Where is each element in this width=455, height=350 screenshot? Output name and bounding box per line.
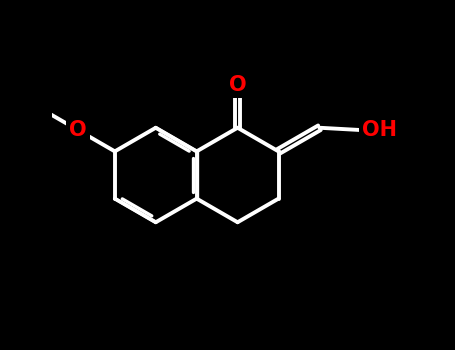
Text: OH: OH [362, 120, 397, 140]
Text: O: O [69, 120, 87, 140]
Text: O: O [229, 75, 247, 95]
